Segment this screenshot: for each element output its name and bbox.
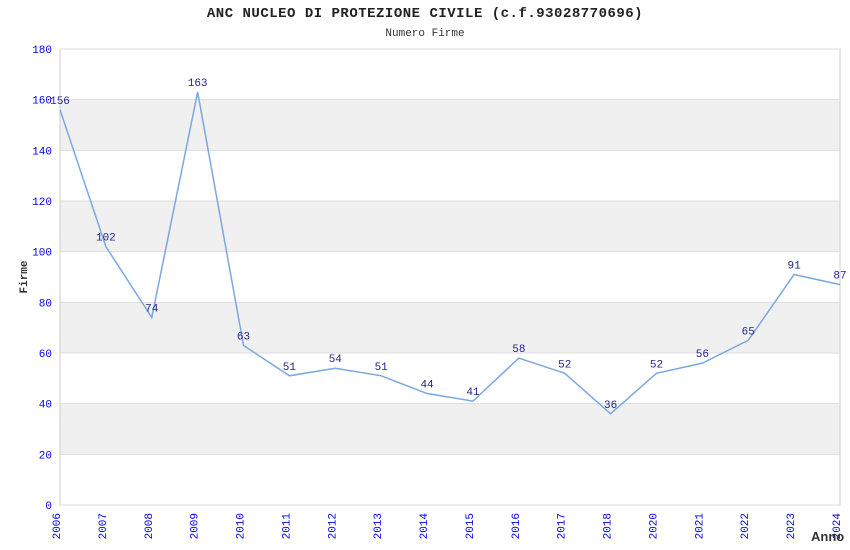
svg-text:Firme: Firme (19, 260, 31, 293)
svg-text:2013: 2013 (373, 513, 385, 539)
svg-text:91: 91 (788, 260, 802, 272)
svg-text:2014: 2014 (419, 513, 431, 540)
svg-text:2023: 2023 (786, 513, 798, 539)
svg-text:60: 60 (39, 349, 52, 361)
svg-text:58: 58 (512, 344, 525, 356)
svg-text:163: 163 (188, 78, 208, 90)
svg-text:180: 180 (32, 45, 52, 57)
svg-text:2017: 2017 (557, 513, 569, 539)
svg-text:2022: 2022 (740, 513, 752, 539)
svg-text:0: 0 (45, 501, 52, 513)
svg-text:80: 80 (39, 298, 52, 310)
svg-text:54: 54 (329, 354, 343, 366)
svg-text:2012: 2012 (327, 513, 339, 539)
svg-text:65: 65 (742, 326, 755, 338)
svg-text:2010: 2010 (236, 513, 248, 539)
svg-text:51: 51 (375, 362, 389, 374)
svg-text:36: 36 (604, 400, 617, 412)
svg-text:41: 41 (466, 387, 480, 399)
svg-text:63: 63 (237, 331, 250, 343)
svg-text:2011: 2011 (281, 513, 293, 540)
svg-text:52: 52 (558, 359, 571, 371)
svg-text:2007: 2007 (98, 513, 110, 539)
svg-text:52: 52 (650, 359, 663, 371)
svg-text:20: 20 (39, 450, 52, 462)
svg-text:74: 74 (145, 304, 159, 316)
svg-text:87: 87 (833, 271, 846, 283)
svg-text:2020: 2020 (648, 513, 660, 539)
svg-text:Anno: Anno (811, 529, 844, 544)
svg-text:100: 100 (32, 248, 52, 260)
svg-text:51: 51 (283, 362, 297, 374)
svg-text:44: 44 (420, 380, 434, 392)
svg-text:2016: 2016 (511, 513, 523, 539)
svg-text:140: 140 (32, 146, 52, 158)
svg-text:102: 102 (96, 233, 116, 245)
svg-text:2008: 2008 (144, 513, 156, 539)
svg-text:40: 40 (39, 400, 52, 412)
svg-text:120: 120 (32, 197, 52, 209)
svg-text:56: 56 (696, 349, 709, 361)
svg-text:2021: 2021 (694, 513, 706, 540)
svg-text:2018: 2018 (603, 513, 615, 539)
svg-text:2009: 2009 (190, 513, 202, 539)
svg-text:156: 156 (50, 96, 70, 108)
svg-text:160: 160 (32, 96, 52, 108)
svg-text:2015: 2015 (465, 513, 477, 539)
svg-text:2006: 2006 (52, 513, 64, 539)
